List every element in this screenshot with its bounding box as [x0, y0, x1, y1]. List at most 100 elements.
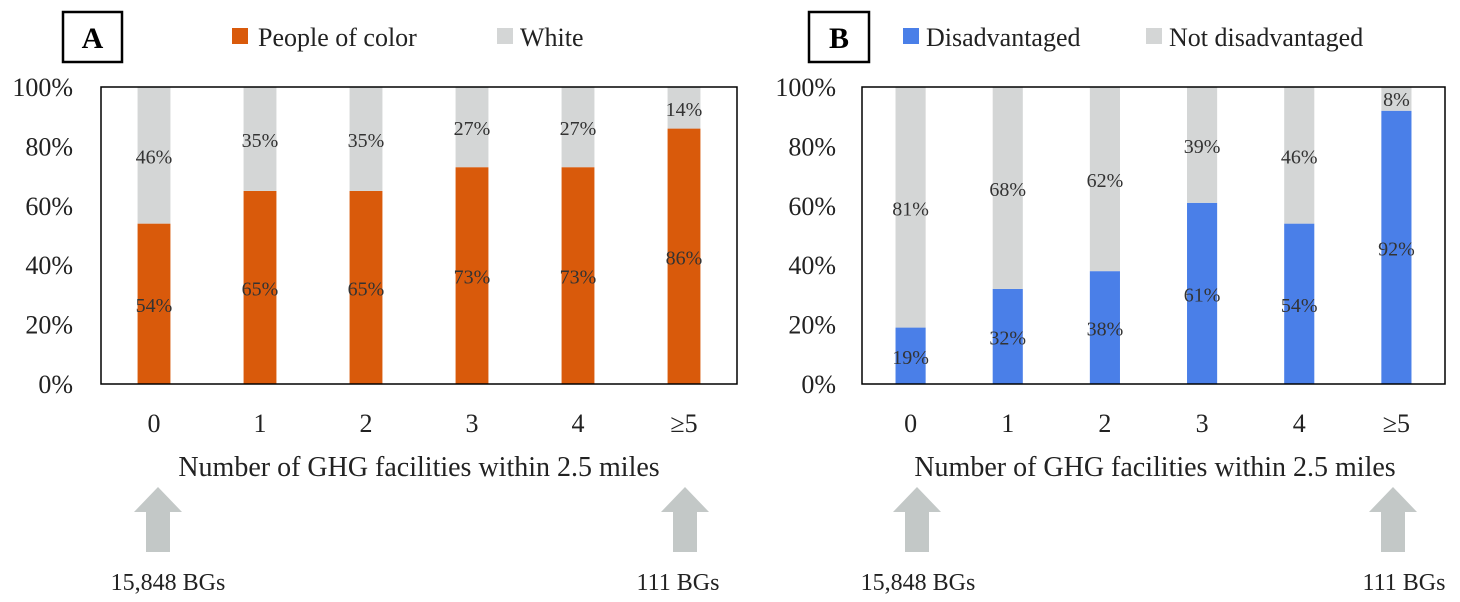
- x-axis-label: Number of GHG facilities within 2.5 mile…: [914, 452, 1395, 483]
- data-label-secondary: 81%: [892, 198, 929, 220]
- bar-segment-secondary: [667, 87, 701, 129]
- bar-segment-primary: [561, 167, 595, 384]
- bar-segment-primary: [349, 190, 383, 384]
- data-label-secondary: 35%: [348, 130, 385, 152]
- annotation-left: 15,848 BGs: [111, 570, 226, 596]
- bars: 19% 81% 32% 68% 38% 62% 61% 39% 54% 46% 92% 8%: [892, 87, 1415, 384]
- panel-letter: A: [82, 22, 104, 55]
- panel-letter: B: [829, 22, 849, 55]
- x-tick-label: 1: [1001, 409, 1014, 438]
- y-tick-label: 0%: [38, 370, 73, 399]
- legend-label-primary: Disadvantaged: [926, 23, 1081, 52]
- data-label-primary: 32%: [989, 327, 1026, 349]
- bar-segment-primary: [667, 128, 701, 384]
- up-arrow-right: [661, 487, 709, 552]
- y-tick-label: 100%: [775, 73, 836, 102]
- y-tick-label: 60%: [788, 192, 836, 221]
- data-label-primary: 65%: [242, 278, 279, 300]
- y-tick-label: 0%: [801, 370, 836, 399]
- bar-segment-secondary: [1381, 87, 1412, 111]
- legend-label-primary: People of color: [258, 23, 417, 52]
- legend: Disadvantaged Not disadvantaged: [903, 23, 1363, 52]
- data-label-primary: 19%: [892, 347, 929, 369]
- bar-segment-primary: [243, 190, 277, 384]
- annotation-right: 111 BGs: [637, 570, 720, 596]
- data-label-secondary: 39%: [1184, 136, 1221, 158]
- data-label-secondary: 68%: [989, 179, 1026, 201]
- data-label-secondary: 35%: [242, 130, 279, 152]
- bar-segment-secondary: [561, 87, 595, 168]
- x-tick-label: 2: [1098, 409, 1111, 438]
- x-tick-label: 0: [148, 409, 161, 438]
- x-tick-label: 1: [254, 409, 267, 438]
- bar-segment-primary: [1381, 110, 1412, 384]
- annotation-left: 15,848 BGs: [861, 570, 976, 596]
- bar-segment-secondary: [1089, 87, 1120, 272]
- data-label-primary: 65%: [348, 278, 385, 300]
- y-tick-label: 20%: [25, 311, 73, 340]
- data-label-primary: 54%: [136, 295, 173, 317]
- legend: People of color White: [232, 23, 584, 52]
- x-tick-label: 4: [572, 409, 585, 438]
- data-label-primary: 73%: [454, 267, 491, 289]
- data-label-primary: 54%: [1281, 295, 1318, 317]
- data-label-primary: 38%: [1087, 319, 1124, 341]
- x-tick-label: 3: [1196, 409, 1209, 438]
- data-label-secondary: 62%: [1087, 170, 1124, 192]
- up-arrow-left: [893, 487, 941, 552]
- data-label-primary: 86%: [666, 247, 703, 269]
- y-tick-label: 20%: [788, 311, 836, 340]
- data-label-secondary: 46%: [136, 146, 173, 168]
- legend-swatch-secondary: [497, 28, 513, 44]
- up-arrow-right: [1369, 487, 1417, 552]
- y-axis-ticks: 0% 20% 40% 60% 80% 100%: [12, 73, 73, 399]
- legend-swatch-primary: [903, 28, 919, 44]
- x-tick-label: 2: [360, 409, 373, 438]
- data-label-secondary: 46%: [1281, 146, 1318, 168]
- panel-a: A People of color White 0% 20% 40% 60% 80% 100% 5…: [12, 10, 738, 596]
- bar-segment-primary: [992, 288, 1023, 384]
- bar-segment-primary: [455, 167, 489, 384]
- bar-segment-secondary: [992, 87, 1023, 289]
- x-tick-label: ≥5: [670, 409, 697, 438]
- bar-segment-primary: [1089, 271, 1120, 384]
- x-tick-label: 0: [904, 409, 917, 438]
- data-label-secondary: 8%: [1383, 89, 1410, 111]
- data-label-secondary: 27%: [454, 118, 491, 140]
- data-label-primary: 73%: [560, 267, 597, 289]
- y-tick-label: 40%: [25, 251, 73, 280]
- legend-swatch-secondary: [1146, 28, 1162, 44]
- y-tick-label: 60%: [25, 192, 73, 221]
- bar-segment-secondary: [895, 87, 926, 328]
- y-tick-label: 40%: [788, 251, 836, 280]
- data-label-secondary: 27%: [560, 118, 597, 140]
- bar-segment-secondary: [349, 87, 383, 191]
- panel-b: B Disadvantaged Not disadvantaged 0% 20% 40% 6…: [775, 10, 1446, 596]
- y-tick-label: 80%: [788, 132, 836, 161]
- bars: 54% 46% 65% 35% 65% 35% 73% 27% 73% 27% 86% 14%: [136, 87, 703, 384]
- x-tick-label: 3: [466, 409, 479, 438]
- plot-frame: [100, 86, 738, 385]
- y-tick-label: 100%: [12, 73, 73, 102]
- x-axis-label: Number of GHG facilities within 2.5 mile…: [178, 452, 659, 483]
- bar-segment-primary: [895, 327, 926, 384]
- bar-segment-secondary: [1284, 87, 1315, 224]
- bar-segment-primary: [1187, 202, 1218, 384]
- bar-segment-secondary: [455, 87, 489, 168]
- x-tick-label: 4: [1293, 409, 1306, 438]
- y-axis-ticks: 0% 20% 40% 60% 80% 100%: [775, 73, 836, 399]
- data-label-primary: 92%: [1378, 238, 1415, 260]
- bar-segment-secondary: [1187, 87, 1218, 203]
- bar-segment-secondary: [243, 87, 277, 191]
- legend-label-secondary: Not disadvantaged: [1169, 23, 1363, 52]
- data-label-secondary: 14%: [666, 99, 703, 121]
- panel-letter-box: [807, 10, 871, 64]
- x-tick-label: ≥5: [1383, 409, 1410, 438]
- panel-letter-box: [61, 10, 124, 64]
- bar-segment-primary: [1284, 223, 1315, 384]
- legend-label-secondary: White: [520, 23, 584, 52]
- annotation-right: 111 BGs: [1363, 570, 1446, 596]
- data-label-primary: 61%: [1184, 284, 1221, 306]
- bar-segment-secondary: [137, 87, 171, 224]
